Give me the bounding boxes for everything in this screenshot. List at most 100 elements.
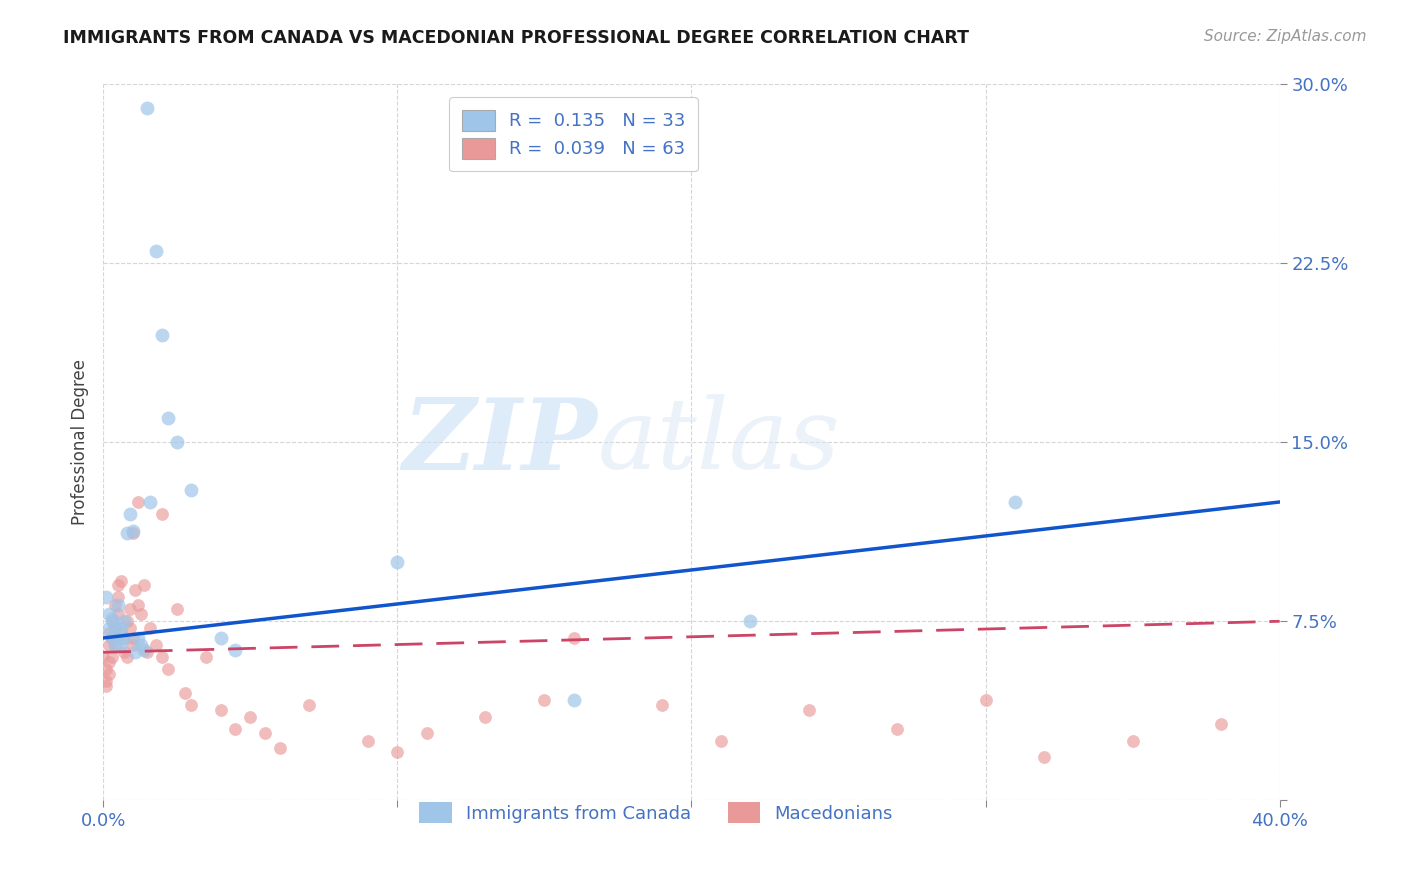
Point [110,626,132,640]
Point [124,583,146,598]
Point [387,746,409,760]
Point [298,698,321,712]
Point [112,631,135,645]
Text: IMMIGRANTS FROM CANADA VS MACEDONIAN PROFESSIONAL DEGREE CORRELATION CHART: IMMIGRANTS FROM CANADA VS MACEDONIAN PRO… [63,29,969,47]
Point [101,612,124,626]
Point [118,602,141,616]
Point [150,328,173,343]
Point [156,411,179,425]
Point [127,495,149,509]
Point [98,622,121,636]
Point [139,622,162,636]
Point [136,101,159,115]
Point [101,631,124,645]
Point [145,244,167,259]
Point [224,643,246,657]
Point [121,526,143,541]
Point [112,645,135,659]
Point [127,631,149,645]
Point [166,602,188,616]
Point [110,574,132,588]
Point [124,645,146,659]
Point [974,693,997,707]
Point [134,578,156,592]
Point [107,629,129,643]
Point [166,435,188,450]
Point [101,614,124,628]
Point [98,638,121,652]
Point [101,650,124,665]
Point [740,614,762,628]
Point [474,709,496,723]
Point [94,591,117,605]
Point [415,726,437,740]
Point [115,526,138,541]
Point [94,673,117,688]
Point [224,722,246,736]
Point [1122,733,1144,747]
Point [239,709,262,723]
Point [357,733,380,747]
Point [1033,750,1056,764]
Point [98,607,121,621]
Point [156,662,179,676]
Point [115,614,138,628]
Point [174,686,197,700]
Point [107,591,129,605]
Point [562,631,585,645]
Point [121,631,143,645]
Point [139,495,162,509]
Point [127,598,149,612]
Point [710,733,733,747]
Point [121,524,143,538]
Point [651,698,673,712]
Point [131,607,153,621]
Point [104,638,127,652]
Point [562,693,585,707]
Point [112,631,135,645]
Point [98,655,121,669]
Point [209,702,232,716]
Point [104,622,127,636]
Point [797,702,820,716]
Point [115,650,138,665]
Point [533,693,555,707]
Point [110,638,132,652]
Point [145,638,167,652]
Point [110,622,132,636]
Text: ZIP: ZIP [402,394,598,491]
Y-axis label: Professional Degree: Professional Degree [72,359,89,525]
Point [134,643,156,657]
Point [886,722,908,736]
Point [209,631,232,645]
Point [180,698,202,712]
Point [94,679,117,693]
Point [91,650,114,665]
Text: atlas: atlas [598,394,839,490]
Point [98,666,121,681]
Point [136,645,159,659]
Point [150,507,173,521]
Point [387,555,409,569]
Point [112,614,135,628]
Point [118,622,141,636]
Point [107,607,129,621]
Point [150,650,173,665]
Point [101,631,124,645]
Point [1209,717,1232,731]
Point [121,638,143,652]
Point [107,598,129,612]
Point [253,726,276,740]
Point [94,662,117,676]
Point [107,578,129,592]
Point [180,483,202,497]
Text: Source: ZipAtlas.com: Source: ZipAtlas.com [1204,29,1367,45]
Point [104,619,127,633]
Point [269,740,291,755]
Point [118,507,141,521]
Point [98,626,121,640]
Point [1004,495,1026,509]
Legend: Immigrants from Canada, Macedonians: Immigrants from Canada, Macedonians [409,791,904,834]
Point [104,598,127,612]
Point [195,650,218,665]
